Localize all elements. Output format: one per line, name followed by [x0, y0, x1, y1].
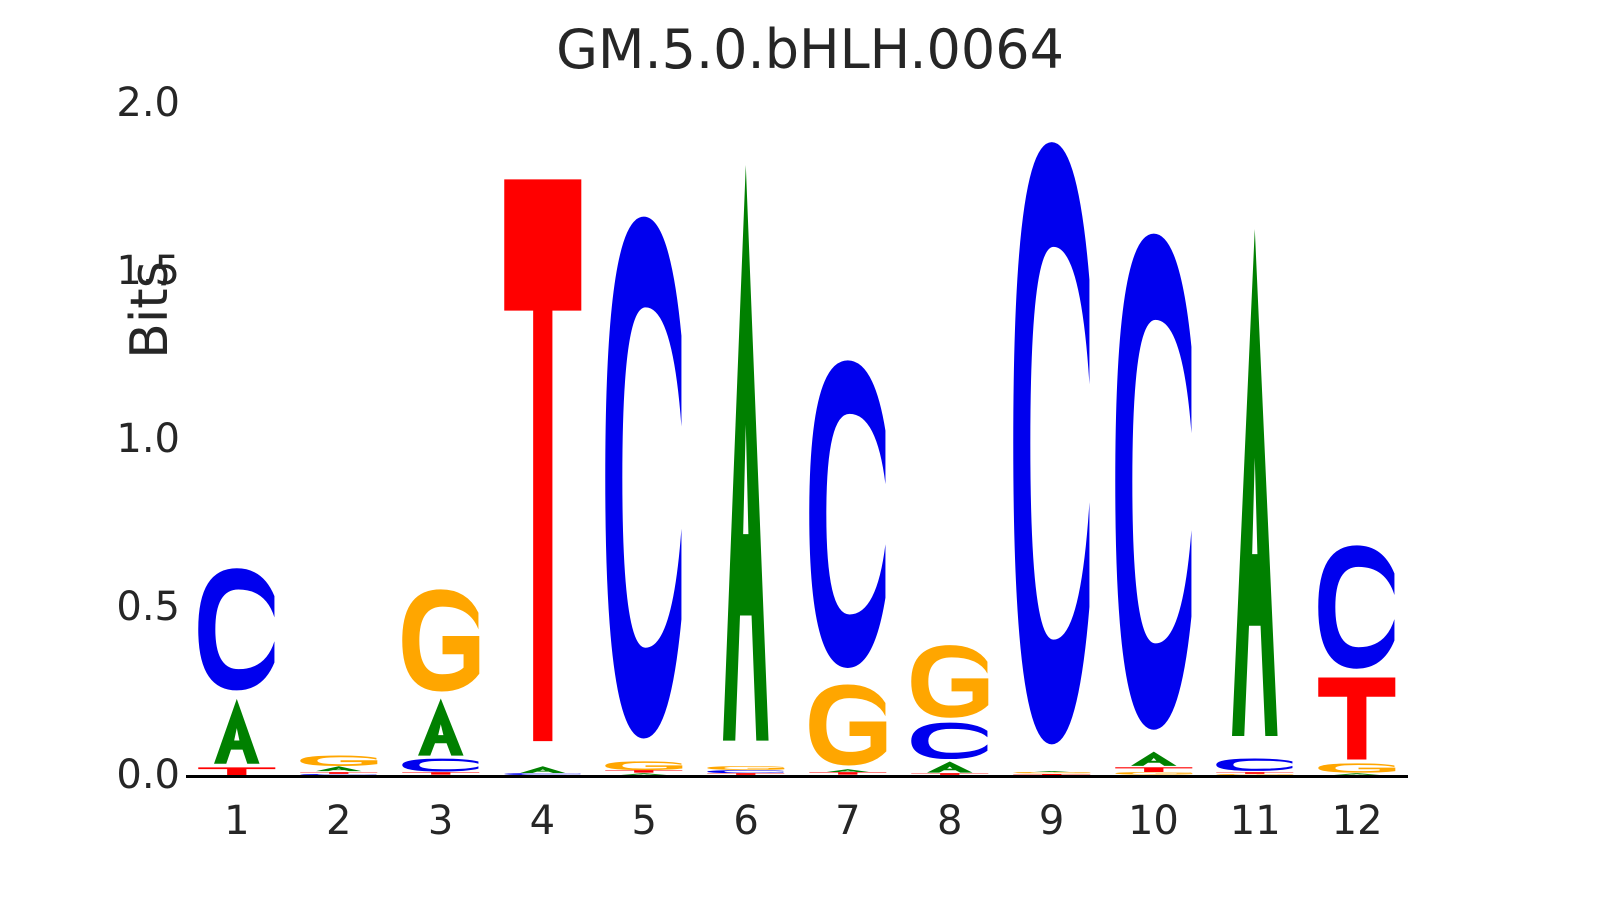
logo-letter-a — [1110, 751, 1198, 767]
logo-letter-c — [1211, 758, 1299, 772]
logo-letter-c — [397, 758, 485, 772]
logo-stack-1 — [193, 563, 281, 775]
logo-stack-6 — [702, 140, 790, 775]
logo-letter-a — [804, 769, 892, 773]
logo-stack-8 — [906, 642, 994, 775]
x-axis-tick-label: 4 — [529, 798, 556, 844]
logo-stack-4 — [499, 155, 587, 775]
y-axis-ticks: 0.0 0.5 1.0 1.5 2.0 — [40, 0, 180, 900]
x-axis-tick-label: 1 — [224, 798, 250, 844]
logo-letter-a — [1008, 771, 1096, 773]
y-axis-tick-label: 0.5 — [116, 584, 180, 630]
page-title: GM.5.0.bHLH.0064 — [556, 18, 1064, 81]
x-axis-tick-label: 5 — [631, 798, 657, 844]
logo-stack-5 — [600, 194, 688, 775]
x-axis-tick-label: 7 — [835, 798, 861, 844]
logo-letter-g — [1313, 763, 1401, 773]
x-axis-tick-label: 12 — [1331, 798, 1383, 844]
logo-letter-g — [397, 585, 485, 696]
logo-letter-a — [1211, 207, 1299, 758]
logo-letter-c — [1110, 212, 1198, 751]
logo-letter-c — [295, 773, 383, 775]
logo-letter-t — [1008, 773, 1096, 775]
logo-letter-c — [499, 773, 587, 775]
logo-letter-t — [906, 773, 994, 775]
logo-letter-g — [804, 681, 892, 769]
x-axis-tick-label: 6 — [733, 798, 759, 844]
logo-letter-a — [397, 696, 485, 758]
logo-letter-g — [1008, 772, 1096, 774]
logo-stack-2 — [295, 755, 383, 775]
logo-letter-c — [600, 194, 688, 761]
logo-letter-a — [295, 766, 383, 772]
logo-letter-a — [702, 140, 790, 766]
logo-stack-10 — [1110, 212, 1198, 775]
x-axis-ticks: 1 2 3 4 5 6 7 8 9 10 11 12 — [186, 790, 1408, 850]
logo-stack-9 — [1008, 116, 1096, 775]
logo-letter-t — [1313, 674, 1401, 763]
logo-letter-g — [600, 761, 688, 770]
x-axis-tick-label: 9 — [1038, 798, 1065, 844]
logo-letter-c — [193, 563, 281, 696]
y-axis-tick-label: 0.0 — [116, 752, 180, 798]
logo-stack-3 — [397, 585, 485, 775]
plot-area — [186, 103, 1408, 775]
logo-letter-t — [397, 772, 485, 775]
logo-letter-g — [1211, 773, 1299, 775]
y-axis-tick-label: 1.0 — [116, 416, 180, 462]
x-axis-tick-label: 3 — [427, 798, 454, 844]
logo-letter-g — [702, 765, 790, 770]
x-axis-tick-label: 8 — [937, 798, 963, 844]
logo-letter-c — [906, 721, 994, 761]
x-axis-tick-label: 2 — [326, 798, 352, 844]
logo-letter-t — [1211, 771, 1299, 774]
logo-letter-c — [804, 347, 892, 681]
x-axis-tick-label: 10 — [1127, 798, 1179, 844]
logo-stack-12 — [1313, 540, 1401, 775]
logo-letter-g — [295, 755, 383, 766]
x-axis-line — [186, 775, 1408, 778]
logo-letter-c — [1008, 116, 1096, 771]
logo-letter-t — [600, 770, 688, 773]
logo-letter-t — [499, 155, 587, 766]
logo-letter-a — [193, 696, 281, 767]
x-axis-tick-label: 11 — [1229, 798, 1281, 844]
logo-letter-t — [702, 773, 790, 775]
logo-letter-a — [499, 765, 587, 773]
logo-letter-a — [906, 761, 994, 773]
logo-letter-t — [295, 771, 383, 774]
logo-letter-c — [1313, 540, 1401, 674]
logo-stack-11 — [1211, 207, 1299, 775]
logo-stack-7 — [804, 347, 892, 775]
logo-letter-a — [1313, 773, 1401, 775]
logo-letter-t — [1110, 767, 1198, 773]
logo-letter-t — [193, 766, 281, 775]
logo-letter-g — [906, 642, 994, 721]
logo-letter-g — [1110, 772, 1198, 775]
logo-letter-t — [804, 772, 892, 775]
y-axis-tick-label: 2.0 — [116, 80, 180, 126]
logo-letter-c — [702, 769, 790, 773]
logo-letter-a — [600, 773, 688, 775]
y-axis-tick-label: 1.5 — [116, 248, 180, 294]
